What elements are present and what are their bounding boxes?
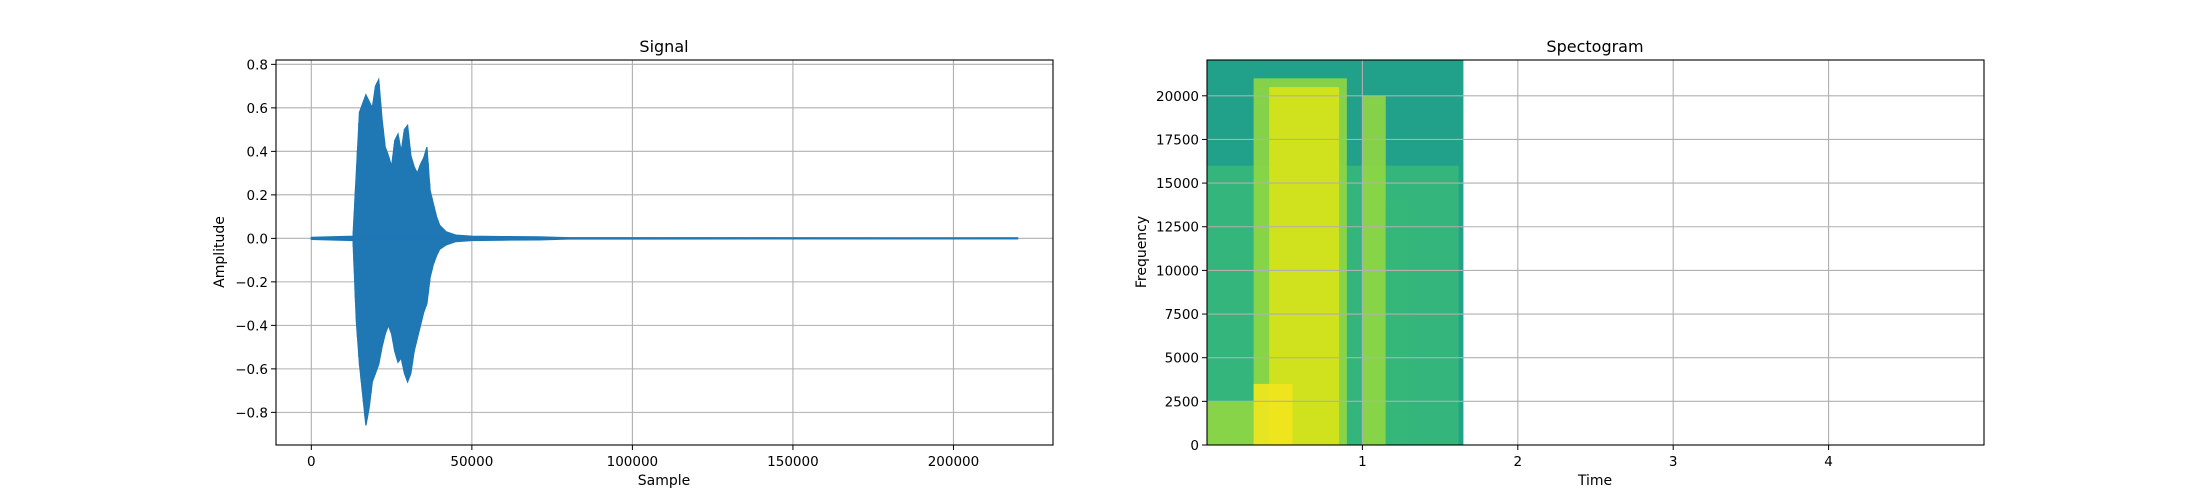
signal-x-tick-label: 100000 (607, 454, 659, 470)
spectrogram-energy-region (1207, 401, 1254, 445)
signal-y-axis-label: Amplitude (212, 216, 228, 288)
signal-y-tick-label: 0.6 (247, 101, 268, 117)
signal-x-axis-label: Sample (638, 473, 691, 489)
signal-y-tick-label: 0.8 (247, 57, 268, 73)
signal-y-tick-label: −0.2 (235, 275, 268, 291)
spectrogram-y-tick-label: 17500 (1156, 132, 1199, 148)
signal-title: Signal (639, 37, 688, 56)
spectrogram-y-tick-label: 0 (1190, 438, 1199, 454)
spectrogram-y-ticks: 0 2500 5000 7500 10000 12500 15000 17500 20000 (1156, 89, 1207, 454)
spectrogram-y-axis-label: Frequency (1134, 216, 1150, 288)
spectrogram-panel: Spectogram 1 2 3 4 0 2500 5000 7500 10000 12500 1… (1134, 37, 1985, 489)
spectrogram-y-tick-label: 15000 (1156, 176, 1199, 192)
spectrogram-x-tick-label: 1 (1358, 454, 1367, 470)
spectrogram-x-ticks: 1 2 3 4 (1358, 445, 1833, 470)
spectrogram-y-tick-label: 7500 (1165, 307, 1199, 323)
spectrogram-y-tick-label: 20000 (1156, 89, 1199, 105)
signal-y-tick-label: −0.8 (235, 405, 268, 421)
signal-x-tick-label: 0 (307, 454, 316, 470)
spectrogram-y-tick-label: 10000 (1156, 263, 1199, 279)
spectrogram-y-tick-label: 12500 (1156, 220, 1199, 236)
spectrogram-energy-region (1253, 383, 1293, 445)
spectrogram-image (1207, 60, 1464, 446)
spectrogram-plot-frame (1206, 59, 1985, 446)
signal-waveform (310, 77, 1019, 426)
spectrogram-x-axis-label: Time (1577, 473, 1612, 489)
signal-y-tick-label: 0.4 (247, 144, 268, 160)
spectrogram-title: Spectogram (1546, 37, 1643, 56)
signal-x-tick-label: 50000 (450, 454, 493, 470)
spectrogram-x-tick-label: 2 (1514, 454, 1523, 470)
signal-panel: Signal 0 50000 100000 150000 200000 −0.8 −0.6… (212, 37, 1054, 489)
spectrogram-energy-region (1385, 200, 1410, 445)
spectrogram-x-tick-label: 4 (1824, 454, 1833, 470)
signal-plot-frame (275, 59, 1054, 446)
signal-x-tick-label: 200000 (928, 454, 980, 470)
signal-y-tick-label: −0.4 (235, 318, 268, 334)
spectrogram-y-tick-label: 2500 (1165, 394, 1199, 410)
signal-y-tick-label: 0.2 (247, 188, 268, 204)
spectrogram-x-tick-label: 3 (1669, 454, 1678, 470)
signal-y-tick-label: 0.0 (247, 231, 268, 247)
signal-y-ticks: −0.8 −0.6 −0.4 −0.2 0.0 0.2 0.4 0.6 0.8 (235, 57, 276, 421)
spectrogram-y-tick-label: 5000 (1165, 351, 1199, 367)
signal-x-tick-label: 150000 (767, 454, 819, 470)
signal-y-tick-label: −0.6 (235, 362, 268, 378)
signal-x-ticks: 0 50000 100000 150000 200000 (307, 445, 979, 470)
